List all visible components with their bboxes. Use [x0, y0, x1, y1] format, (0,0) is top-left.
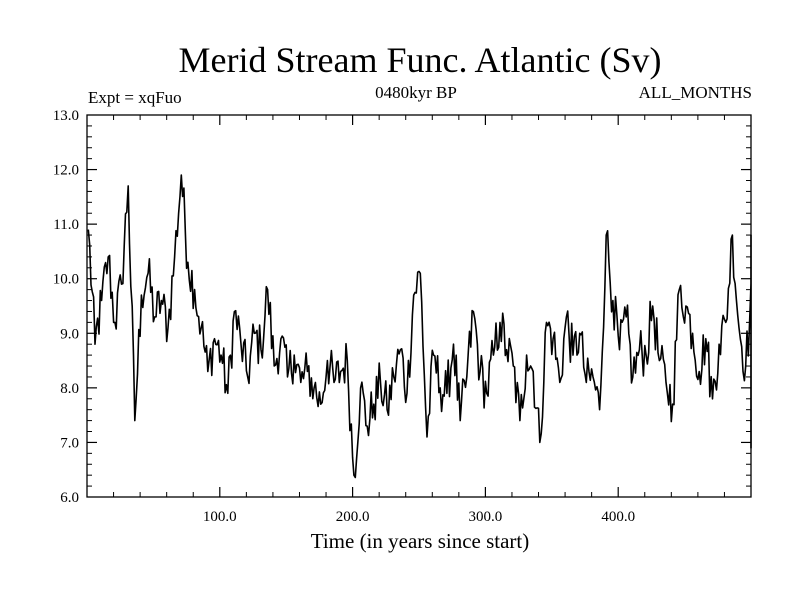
chart-title: Merid Stream Func. Atlantic (Sv) — [179, 40, 662, 80]
x-tick-label: 100.0 — [203, 509, 237, 525]
tick-labels: 6.0 7.0 8.0 9.0 10.0 11.0 12.0 13.0 100.0 200.0 30… — [53, 108, 635, 525]
x-tick-label: 300.0 — [469, 509, 503, 525]
period-label: 0480kyr BP — [375, 83, 457, 102]
x-axis-label: Time (in years since start) — [311, 529, 530, 553]
experiment-label: Expt = xqFuo — [88, 88, 182, 107]
y-tick-label: 7.0 — [60, 435, 79, 451]
axis-ticks — [87, 115, 751, 497]
y-tick-label: 13.0 — [53, 108, 79, 124]
months-label: ALL_MONTHS — [639, 83, 752, 102]
y-tick-label: 11.0 — [53, 217, 79, 233]
y-tick-label: 6.0 — [60, 490, 79, 506]
data-series-line — [87, 174, 752, 479]
x-tick-label: 200.0 — [336, 509, 370, 525]
y-tick-label: 10.0 — [53, 272, 79, 288]
y-tick-label: 12.0 — [53, 163, 79, 179]
y-tick-label: 9.0 — [60, 326, 79, 342]
x-tick-label: 400.0 — [601, 509, 635, 525]
y-tick-label: 8.0 — [60, 381, 79, 397]
plot-frame — [86, 114, 752, 498]
